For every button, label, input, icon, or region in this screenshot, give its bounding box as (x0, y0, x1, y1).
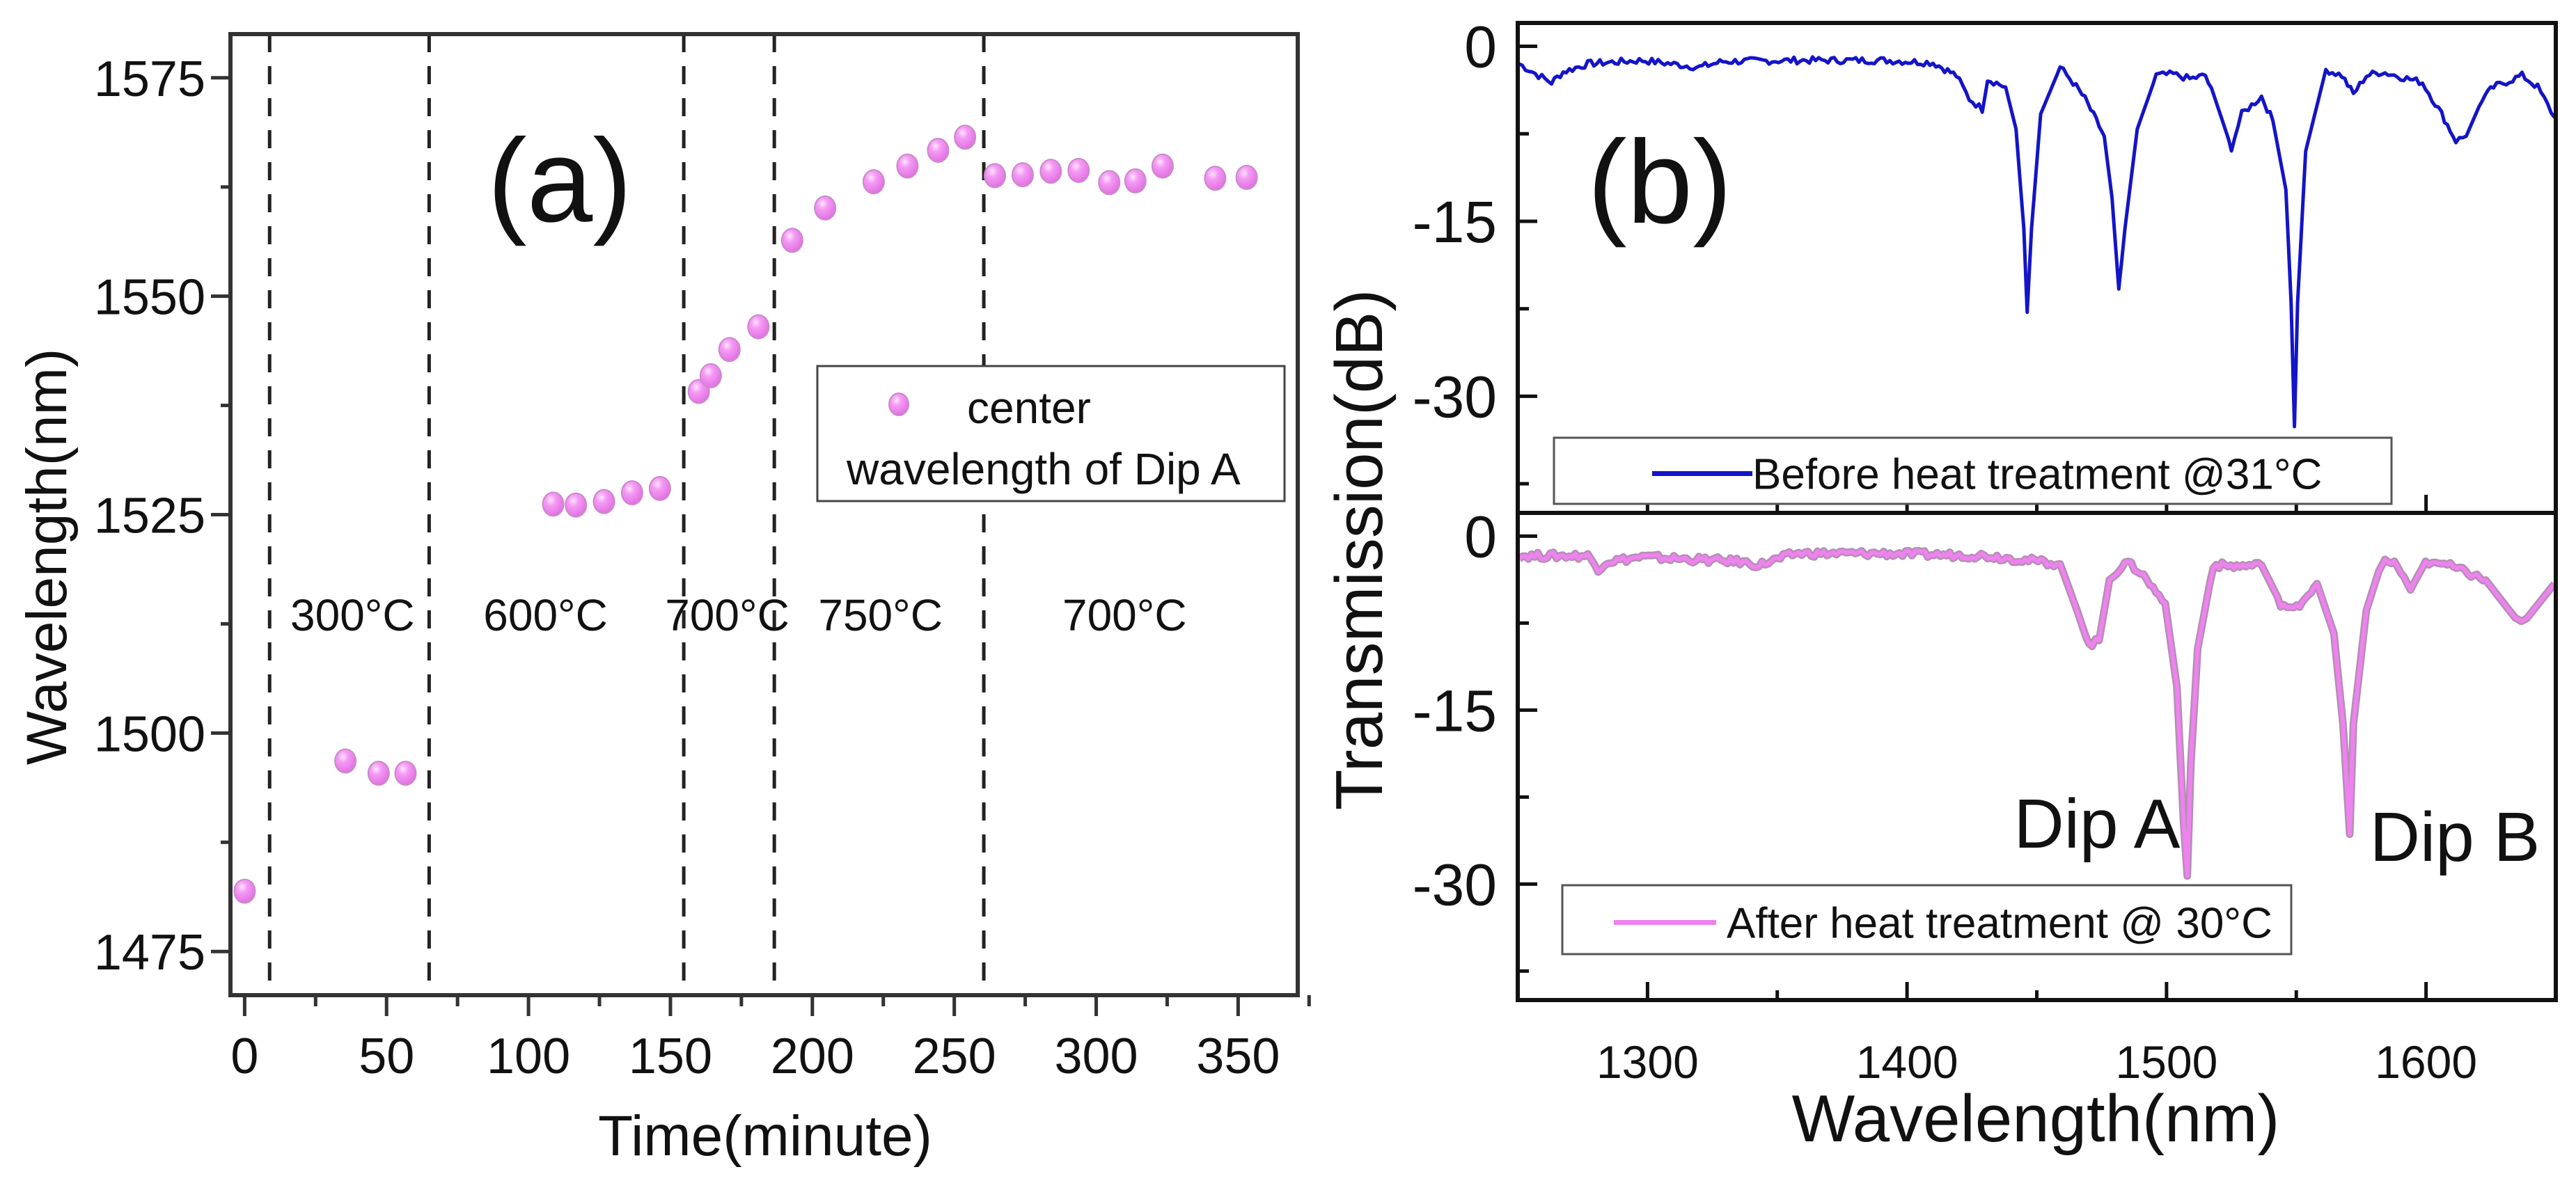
data-point (592, 489, 615, 514)
data-point (1204, 166, 1227, 191)
y-axis-label: Transmission(dB) (1322, 290, 1397, 811)
data-point (1067, 157, 1090, 183)
legend-label-line1: center (967, 383, 1091, 433)
y-tick-label: 1500 (94, 706, 205, 762)
y-tick-label: 1525 (94, 489, 205, 544)
dip-b-label: Dip B (2370, 798, 2540, 876)
legend-box (1553, 436, 2393, 505)
x-tick-label: 100 (487, 1029, 570, 1084)
temperature-label: 700°C (1062, 590, 1187, 640)
after-curve (1517, 548, 2557, 878)
before-curve (1518, 55, 2557, 429)
data-point (983, 163, 1006, 189)
subplot-before: 0 -15 -30 Before heat treatment @31°C (1413, 15, 2558, 515)
y-tick-label: -15 (1413, 678, 1497, 743)
y-tick-label: -30 (1413, 852, 1497, 917)
legend-label-line2: wavelength of Dip A (846, 444, 1241, 494)
y-tick-label: -30 (1413, 364, 1497, 429)
x-tick-label: 0 (230, 1029, 258, 1084)
data-point (394, 761, 417, 786)
y-tick-label: 1575 (94, 51, 205, 107)
x-tick-label: 1300 (1596, 1036, 1699, 1088)
x-tick-label: 200 (771, 1029, 854, 1084)
x-axis-label: Wavelength(nm) (1792, 1081, 2280, 1156)
data-point (648, 475, 671, 501)
data-point (927, 137, 950, 163)
data-point (814, 195, 837, 221)
temperature-label: 300°C (290, 590, 415, 640)
data-point (862, 169, 885, 195)
x-tick-label: 150 (629, 1029, 712, 1084)
data-point (780, 228, 803, 253)
data-point (747, 314, 770, 340)
y-tick-label: 1550 (94, 270, 205, 326)
legend-box (1561, 884, 2293, 956)
x-tick-label: 1600 (2375, 1036, 2477, 1088)
data-point (1235, 164, 1258, 190)
x-tick-label: 50 (359, 1029, 414, 1084)
data-point (1151, 153, 1174, 179)
temperature-label: 600°C (483, 590, 608, 640)
data-point (896, 153, 919, 179)
data-point (620, 480, 643, 506)
dip-a-label: Dip A (2013, 785, 2180, 863)
data-point (542, 491, 565, 517)
data-point (1124, 168, 1147, 193)
y-tick-label: 1475 (94, 925, 205, 981)
data-point (565, 492, 588, 518)
x-tick-label: 300 (1054, 1029, 1138, 1084)
x-tick-label: 350 (1196, 1029, 1280, 1084)
data-point (954, 125, 977, 150)
data-point (233, 878, 256, 904)
data-point (699, 363, 722, 388)
data-point (1039, 159, 1062, 184)
data-point (367, 761, 390, 786)
y-tick-label: 0 (1464, 15, 1497, 80)
temperature-label: 700°C (665, 590, 790, 640)
y-tick-label: 0 (1464, 504, 1497, 569)
plot-frame-b (1516, 511, 2558, 1002)
legend-marker (888, 393, 909, 416)
data-point (1011, 162, 1034, 188)
legend-label: Before heat treatment @31°C (1752, 451, 2322, 499)
subplot-after: 0 -15 -30 1300 1400 1500 1600 After heat treatm… (1413, 504, 2558, 1088)
panel-label-a: (a) (487, 115, 632, 247)
y-axis-label: Wavelength(nm) (15, 349, 79, 766)
x-tick-label: 250 (913, 1029, 996, 1084)
data-point (1098, 170, 1121, 196)
legend-label: After heat treatment @ 30°C (1727, 900, 2272, 948)
panel-label-b: (b) (1587, 116, 1732, 248)
x-tick-label: 1500 (2115, 1036, 2217, 1088)
x-tick-label: 1400 (1856, 1036, 1958, 1088)
data-point (334, 748, 357, 774)
data-point (718, 337, 741, 363)
temperature-label: 750°C (818, 590, 943, 640)
x-axis-label: Time(minute) (598, 1104, 932, 1168)
y-tick-label: -15 (1413, 189, 1497, 255)
legend-box-a (816, 365, 1286, 502)
panel-b-transmission-spectra: 0 -15 -30 Before heat treatment @31°C 0 -15 -3… (1322, 15, 2558, 1156)
panel-a-wavelength-vs-time: 0 50 100 150 200 250 300 350 1475 1500 1525 1550 157… (15, 32, 1311, 1168)
